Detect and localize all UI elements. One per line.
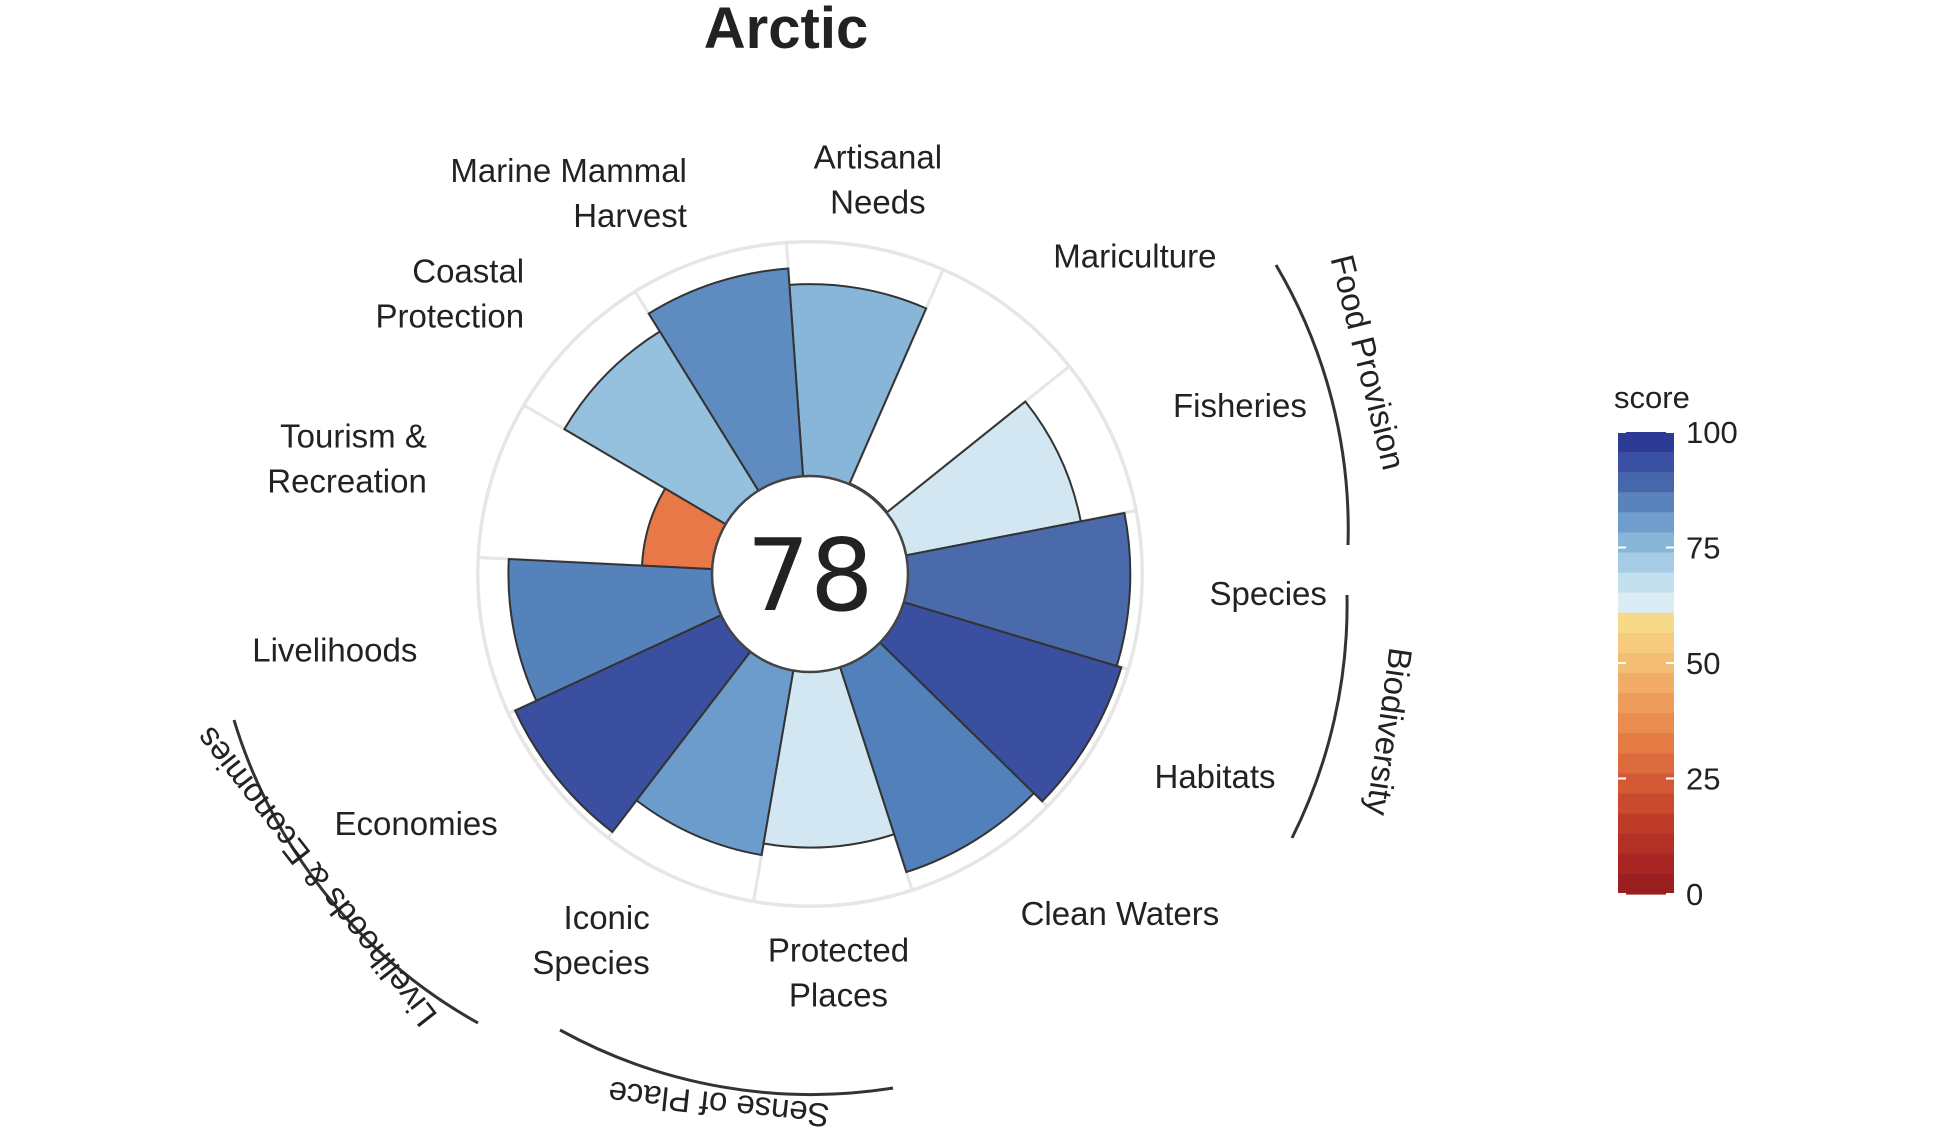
group-arc-food-provision [1274,264,1350,546]
goal-label-species: Species [1210,575,1327,612]
goal-label-economies: Economies [335,805,498,842]
legend-swatch [1618,472,1674,493]
legend-ticks: 100 75 50 25 0 [1618,415,1738,912]
legend-swatch [1618,592,1674,614]
group-label-food-provision: Food Provision [1324,251,1413,474]
legend-tick-label: 75 [1686,531,1720,566]
goal-label-livelihoods: Livelihoods [252,631,417,668]
legend-tick-label: 100 [1686,415,1738,450]
goal-label-coastal-protection: Coastal Protection [376,253,525,335]
goal-label-fisheries: Fisheries [1173,387,1307,424]
legend-swatch [1618,572,1674,594]
goal-label-mariculture: Mariculture [1053,237,1216,274]
legend-tick-label: 50 [1686,646,1720,681]
legend-swatch [1618,713,1674,734]
legend-swatch [1618,512,1674,534]
legend-swatch [1618,853,1674,875]
goal-label-layer: Fisheries Mariculture Artisanal Needs Marine… [252,138,1327,1013]
legend-tick-label: 0 [1686,877,1703,912]
legend-swatch [1618,793,1674,815]
goal-label-habitats: Habitats [1155,758,1276,795]
group-arcs [232,264,1350,1096]
legend-swatch [1618,813,1674,835]
legend-swatch [1618,492,1674,513]
legend-swatch [1618,833,1674,855]
goal-label-tourism-and-recreation: Tourism & Recreation [267,418,427,500]
legend-swatch [1618,652,1674,674]
legend-swatch [1618,873,1674,895]
legend-swatch [1618,753,1674,775]
legend-swatch [1618,432,1674,453]
chart-title: Arctic [704,0,868,61]
group-label-biodiversity: Biodiversity [1359,645,1419,818]
legend-swatch [1618,612,1674,634]
legend-swatch [1618,673,1674,694]
color-legend: score 100 75 50 25 0 [1614,380,1738,912]
group-arc-sense-of-place [559,1028,894,1096]
group-label-livelihoods-economies: Livelihoods & Economies [188,720,444,1033]
goal-label-protected-places: Protected Places [768,931,909,1013]
legend-swatch [1618,693,1674,714]
legend-colorbar [1618,432,1674,895]
goal-label-marine-mammal-harvest: Marine Mammal Harvest [450,152,687,234]
legend-swatch [1618,552,1674,574]
legend-swatch [1618,773,1674,795]
legend-swatch [1618,532,1674,554]
goal-label-iconic-species: Iconic Species [532,899,649,981]
group-arc-biodiversity [1290,594,1349,839]
legend-swatch [1618,733,1674,754]
group-arc-livelihoods-economies [232,719,479,1025]
goal-label-artisanal-needs: Artisanal Needs [814,138,942,220]
petal-layer [507,267,1132,874]
goal-label-clean-waters: Clean Waters [1021,895,1220,932]
legend-swatch [1618,452,1674,473]
legend-title: score [1614,380,1690,415]
legend-swatch [1618,632,1674,654]
group-label-sense-of-place: Sense of Place [606,1074,831,1134]
legend-tick-label: 25 [1686,762,1720,797]
overall-score: 78 [746,517,873,634]
center-circle [710,474,910,674]
